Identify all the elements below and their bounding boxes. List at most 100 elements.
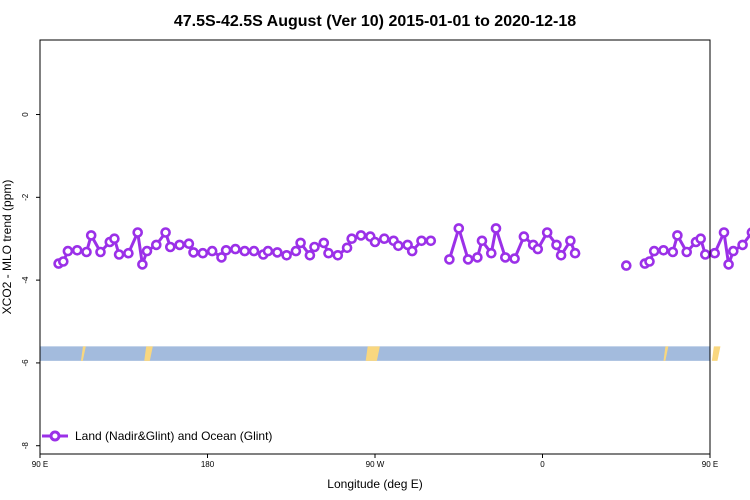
- data-point: [188, 247, 199, 258]
- data-point: [472, 252, 483, 263]
- data-point: [369, 236, 381, 248]
- data-point: [262, 245, 274, 257]
- data-point: [271, 247, 283, 258]
- data-point: [444, 254, 455, 265]
- data-point: [109, 233, 120, 244]
- y-tick-label: -4: [21, 276, 30, 284]
- data-point: [569, 247, 581, 259]
- data-point: [699, 249, 711, 260]
- data-point: [518, 231, 530, 242]
- y-axis: 0 -2 -4 -6 -8: [21, 112, 40, 450]
- legend-marker-sample: [49, 430, 61, 442]
- data-point: [667, 246, 679, 258]
- data-point: [555, 250, 567, 261]
- data-point: [551, 239, 562, 251]
- data-point: [206, 245, 218, 257]
- x-tick-label: 90 E: [32, 460, 48, 469]
- data-point: [81, 246, 92, 258]
- data-point: [644, 256, 655, 267]
- data-point: [71, 245, 83, 256]
- data-point: [165, 241, 176, 253]
- data-point: [318, 237, 330, 249]
- data-point: [197, 247, 209, 259]
- legend: Land (Nadir&Glint) and Ocean (Glint): [42, 429, 272, 443]
- data-point: [113, 249, 125, 260]
- data-point: [476, 235, 488, 247]
- data-point: [723, 259, 734, 270]
- data-point: [123, 247, 134, 259]
- data-point: [174, 239, 185, 251]
- data-point: [141, 245, 153, 257]
- data-point: [346, 233, 358, 244]
- data-point: [239, 245, 250, 257]
- x-axis-label: Longitude (deg E): [327, 477, 422, 491]
- data-point: [160, 227, 171, 238]
- data-point: [323, 247, 334, 259]
- data-point: [341, 242, 353, 254]
- y-tick-label: -8: [21, 442, 30, 450]
- legend-label: Land (Nadir&Glint) and Ocean (Glint): [75, 429, 272, 443]
- data-point: [137, 259, 148, 270]
- data-point: [95, 246, 106, 258]
- data-point: [355, 230, 367, 241]
- x-tick-label: 180: [201, 460, 215, 469]
- data-point: [216, 252, 227, 263]
- data-point: [309, 241, 320, 253]
- data-point: [565, 235, 576, 247]
- data-point: [709, 247, 721, 259]
- data-point: [620, 260, 632, 271]
- data-point: [406, 245, 418, 257]
- y-tick-label: 0: [21, 112, 30, 117]
- data-point: [332, 250, 344, 261]
- y-tick-label: -6: [21, 359, 30, 367]
- data-point: [220, 245, 232, 256]
- data-point: [425, 235, 437, 247]
- data-point: [392, 240, 404, 252]
- data-point: [151, 239, 162, 251]
- series-layer: [53, 223, 750, 271]
- data-point: [746, 227, 750, 238]
- land-mark: [663, 346, 669, 361]
- background-band: [40, 346, 721, 361]
- data-point: [57, 256, 69, 267]
- land-mark: [365, 346, 380, 361]
- chart-title: 47.5S-42.5S August (Ver 10) 2015-01-01 t…: [174, 13, 576, 30]
- data-point: [281, 250, 292, 261]
- data-point: [230, 243, 241, 255]
- data-point: [290, 245, 302, 257]
- x-axis: 90 E 180 90 W 0 90 E: [32, 454, 718, 469]
- data-point: [532, 243, 544, 255]
- data-point: [490, 223, 502, 234]
- data-point: [509, 253, 520, 264]
- data-point: [416, 235, 427, 247]
- data-point: [695, 233, 707, 244]
- data-point: [62, 245, 74, 257]
- data-point: [295, 237, 306, 249]
- data-point: [658, 245, 669, 256]
- data-point: [681, 246, 693, 258]
- x-tick-label: 90 E: [702, 460, 718, 469]
- data-point: [132, 227, 143, 238]
- data-point: [718, 227, 730, 238]
- data-point: [648, 245, 660, 257]
- data-point: [727, 245, 739, 257]
- data-point: [304, 250, 316, 261]
- data-point: [462, 254, 474, 265]
- data-point: [85, 230, 97, 241]
- land-mark: [144, 346, 153, 361]
- data-point: [485, 247, 497, 259]
- y-axis-label: XCO2 - MLO trend (ppm): [0, 180, 14, 315]
- data-point: [378, 233, 390, 244]
- data-point: [672, 230, 683, 241]
- x-tick-label: 90 W: [366, 460, 385, 469]
- land-mark: [80, 346, 86, 361]
- y-tick-label: -2: [21, 193, 30, 201]
- data-point: [499, 252, 511, 263]
- data-point: [541, 227, 553, 238]
- data-point: [737, 239, 748, 251]
- data-point: [183, 238, 195, 249]
- land-mark: [711, 346, 721, 361]
- data-point: [453, 223, 465, 234]
- data-point: [248, 245, 260, 257]
